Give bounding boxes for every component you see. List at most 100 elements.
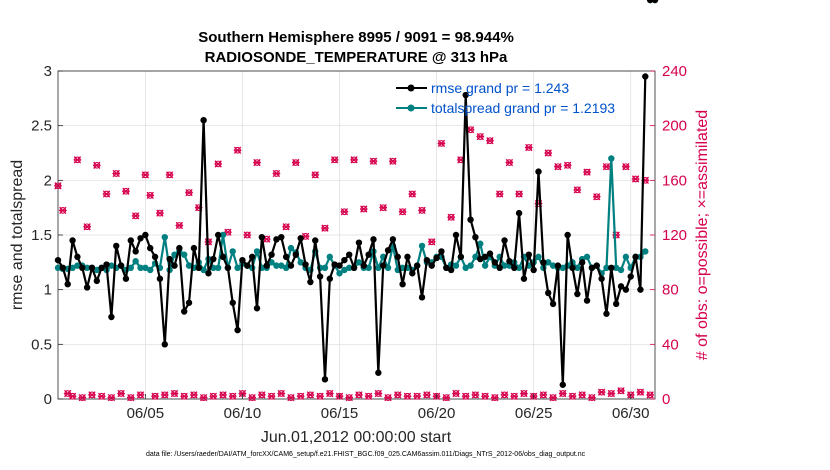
rmse-point [627,273,634,280]
rmse-point [525,251,533,258]
rmse-point [147,244,154,252]
obs-assimilated-marker [325,389,334,398]
obs-assimilated-marker [505,158,514,167]
rmse-point [637,286,644,293]
obs-assimilated-marker [631,175,640,183]
y-left-tick-label: 0.5 [31,336,52,353]
rmse-point [326,275,334,282]
obs-assimilated-marker [452,389,460,398]
obs-assimilated-marker [277,389,286,398]
totalspread-point [69,264,76,271]
y-axis-left-label: rmse and totalspread [9,160,26,310]
rmse-point [239,256,246,264]
rmse-point [588,264,596,271]
obs-assimilated-marker [602,163,611,171]
totalspread-point [535,253,542,261]
y-left-tick-label: 1.5 [31,227,52,244]
y-right-tick-label: 80 [662,282,679,299]
y-left-tick-label: 3 [44,63,52,80]
obs-assimilated-marker [515,190,523,198]
rmse-point [113,242,120,250]
rmse-point [282,253,290,261]
rmse-point [433,254,440,262]
x-tick-label: 06/15 [321,405,359,422]
rmse-point [108,313,115,321]
rmse-point [171,262,178,269]
rmse-point [185,299,193,306]
obs-assimilated-marker [461,392,470,400]
obs-assimilated-marker [233,146,242,154]
totalspread-point [326,253,334,261]
rmse-point [447,266,455,274]
rmse-point [54,256,62,264]
rmse-point [132,248,139,255]
rmse-point [409,270,416,277]
rmse-point [297,235,304,242]
obs-assimilated-marker [107,393,116,402]
y-axis-right-ticks: 0 40 80 120 160 200 240 [650,63,687,408]
rmse-point [93,277,101,285]
obs-assimilated-marker [296,392,305,400]
obs-assimilated-marker [583,168,591,176]
obs-assimilated-marker [539,391,548,399]
obs-assimilated-marker [311,171,320,179]
totalspread-point [297,259,304,266]
y-right-tick-label: 160 [662,172,687,189]
obs-assimilated-marker [607,389,616,398]
obs-assimilated-marker [282,223,290,231]
rmse-point [151,253,159,261]
obs-assimilated-marker [151,392,159,400]
rmse-point [210,255,217,263]
obs-assimilated-marker [578,391,587,399]
totalspread-point [467,262,474,269]
obs-assimilated-marker [408,190,417,198]
rmse-point [379,262,387,269]
obs-assimilated-marker [146,191,155,200]
y-left-tick-label: 1 [44,282,52,299]
x-tick-label: 06/10 [224,405,262,422]
obs-assimilated-marker [136,391,145,399]
rmse-point [190,244,198,252]
totalspread-point [642,248,649,255]
totalspread-point [574,264,581,271]
obs-assimilated-marker [340,208,349,216]
totalspread-point [83,264,91,271]
x-tick-label: 06/20 [418,405,456,422]
x-tick-label: 06/25 [515,405,553,422]
obs-assimilated-marker [350,156,358,164]
rmse-point [205,270,212,277]
rmse-point [98,264,105,271]
rmse-point [486,250,494,257]
rmse-point [312,237,319,244]
rmse-point [540,259,547,266]
totalspread-point [278,262,285,269]
legend-spread-label: totalspread grand pr = 1.2193 [431,100,615,116]
obs-assimilated-marker [524,143,533,152]
y-left-tick-label: 2.5 [31,118,52,135]
obs-assimilated-marker [126,393,135,402]
obs-assimilated-marker [442,393,451,402]
rmse-point [79,264,86,271]
totalspread-point [336,270,343,277]
obs-assimilated-marker [321,224,329,232]
rmse-point [515,209,523,217]
obs-assimilated-marker [306,391,315,399]
obs-assimilated-marker [102,190,111,198]
obs-assimilated-marker [384,393,392,402]
rmse-point [74,253,81,261]
y-axis-right-label: # of obs: o=possible; ×=assimilated [694,110,711,360]
rmse-series [54,0,659,388]
totalspread-point [545,259,552,266]
rmse-point [195,264,202,271]
rmse-point [554,262,562,269]
totalspread-point [219,231,227,239]
rmse-point [438,248,445,255]
obs-assimilated-marker [83,223,91,231]
rmse-point [481,253,489,261]
totalspread-point [477,240,484,247]
rmse-point [127,237,135,244]
obs-assimilated-marker [389,157,397,165]
totalspread-point [287,244,295,252]
rmse-point [224,264,232,271]
